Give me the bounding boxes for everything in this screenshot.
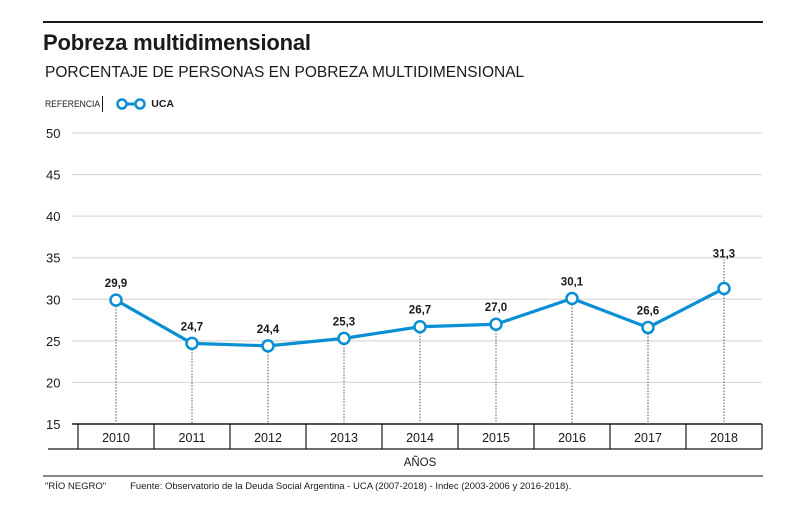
x-tick-label: 2018: [710, 431, 738, 445]
x-tick-label: 2013: [330, 431, 358, 445]
y-tick-label: 50: [46, 126, 60, 141]
x-tick-label: 2017: [634, 431, 662, 445]
y-tick-label: 15: [46, 417, 60, 432]
data-label: 30,1: [561, 276, 584, 288]
x-tick-label: 2012: [254, 431, 282, 445]
footer: "RÍO NEGRO" Fuente: Observatorio de la D…: [45, 481, 571, 492]
data-point: [489, 317, 503, 331]
legend-separator: [102, 96, 104, 112]
x-tick-label: 2016: [558, 431, 586, 445]
data-label: 27,0: [485, 302, 507, 314]
y-tick-label: 20: [46, 375, 60, 390]
data-point: [413, 319, 427, 334]
legend-item-uca: UCA: [115, 97, 174, 111]
legend-label: REFERENCIA: [45, 98, 101, 110]
data-point: [337, 331, 351, 346]
series-line-uca: [115, 287, 725, 348]
top-rule: [43, 21, 763, 23]
data-point: [109, 293, 123, 307]
x-tick-label: 2015: [482, 431, 510, 445]
data-label: 24,4: [257, 324, 280, 336]
data-point: [565, 291, 579, 306]
x-tick-label: 2010: [102, 431, 130, 445]
y-tick-label: 30: [46, 292, 60, 307]
footer-brand: "RÍO NEGRO": [45, 481, 107, 492]
data-label: 31,3: [713, 248, 735, 260]
data-point: [185, 336, 199, 351]
data-point: [641, 320, 655, 335]
data-label: 26,7: [409, 305, 431, 317]
line-marker-icon: [116, 98, 146, 110]
legend: REFERENCIA UCA: [45, 95, 174, 113]
x-axis-title: AÑOS: [404, 456, 437, 469]
footer-source: Fuente: Observatorio de la Deuda Social …: [130, 481, 572, 492]
y-tick-label: 40: [46, 209, 60, 224]
data-point: [717, 281, 731, 296]
x-tick-label: 2014: [406, 431, 434, 445]
data-label: 26,6: [637, 306, 659, 318]
legend-item-label: UCA: [151, 98, 174, 110]
chart-title: Pobreza multidimensional: [43, 30, 311, 55]
chart-subtitle: PORCENTAJE DE PERSONAS EN POBREZA MULTID…: [45, 64, 525, 81]
y-tick-label: 45: [46, 168, 60, 183]
data-label: 25,3: [333, 316, 355, 328]
x-tick-label: 2011: [179, 431, 206, 445]
source-rule: [43, 475, 763, 477]
y-tick-label: 25: [46, 334, 60, 349]
data-label: 24,7: [181, 321, 203, 333]
data-label: 29,9: [105, 278, 127, 290]
data-point: [261, 339, 275, 353]
y-tick-label: 35: [46, 251, 60, 266]
